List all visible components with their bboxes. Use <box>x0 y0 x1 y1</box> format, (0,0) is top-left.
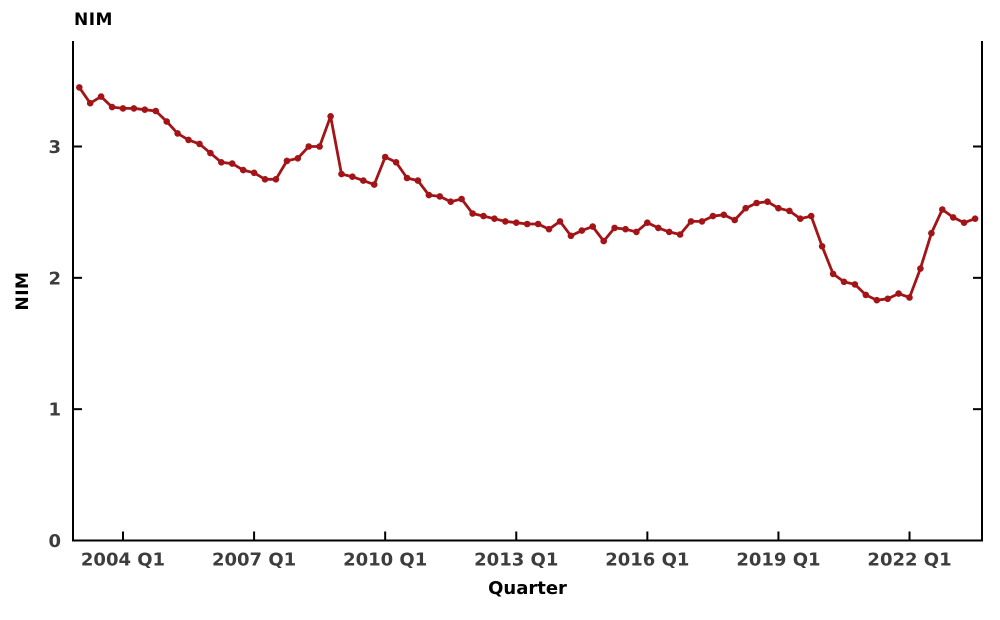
data-point <box>578 227 586 234</box>
data-point <box>97 93 105 100</box>
data-point <box>316 143 323 150</box>
data-point <box>753 199 760 207</box>
data-point <box>272 176 280 183</box>
data-point <box>840 278 848 286</box>
x-tick-label: 2010 Q1 <box>343 550 427 571</box>
x-tick-label: 2007 Q1 <box>212 550 296 571</box>
data-point <box>698 218 706 225</box>
data-point <box>775 204 782 212</box>
data-point <box>294 155 302 162</box>
x-tick-label: 2022 Q1 <box>867 550 951 571</box>
data-point <box>600 237 607 245</box>
data-point <box>381 153 389 161</box>
x-tick-label: 2013 Q1 <box>474 550 558 571</box>
data-point <box>764 198 771 205</box>
data-point <box>818 243 826 250</box>
data-point <box>436 193 444 200</box>
data-point <box>185 136 192 144</box>
data-point <box>797 215 804 222</box>
data-point <box>742 204 749 212</box>
nim-series-line <box>77 86 977 302</box>
data-point <box>349 173 356 180</box>
data-point <box>611 224 618 232</box>
data-point <box>502 218 509 225</box>
data-point <box>360 177 367 184</box>
data-point <box>513 219 520 226</box>
y-tick-label: 3 <box>48 137 61 158</box>
data-point <box>261 176 269 183</box>
data-point <box>829 270 837 278</box>
data-point <box>971 215 979 222</box>
chart-title: NIM <box>74 10 113 30</box>
data-point <box>731 216 738 224</box>
data-point <box>884 295 891 303</box>
data-point <box>218 159 225 166</box>
data-point <box>567 232 575 240</box>
data-point <box>676 231 684 238</box>
data-point <box>141 106 149 113</box>
data-point <box>720 211 728 219</box>
data-point <box>873 296 881 304</box>
data-point <box>862 291 870 299</box>
data-point <box>207 149 214 157</box>
x-tick-label: 2016 Q1 <box>605 550 689 571</box>
data-point <box>633 228 640 236</box>
data-point <box>228 160 236 167</box>
data-point <box>174 130 181 137</box>
data-point <box>108 103 116 111</box>
data-point <box>534 220 542 228</box>
data-point <box>949 214 957 221</box>
data-point <box>895 290 902 297</box>
data-point <box>130 105 138 112</box>
data-point <box>960 219 968 226</box>
data-point <box>665 228 673 236</box>
data-point <box>119 105 127 112</box>
data-point <box>644 219 651 226</box>
data-point <box>425 191 433 199</box>
data-point <box>807 212 815 220</box>
data-point <box>76 84 83 91</box>
data-point <box>327 113 334 120</box>
data-point <box>152 107 160 115</box>
data-point <box>655 224 662 232</box>
data-point <box>392 159 400 166</box>
x-tick-label: 2004 Q1 <box>81 550 165 571</box>
data-point <box>906 294 913 301</box>
data-point <box>491 215 498 222</box>
data-point <box>458 195 465 203</box>
y-tick-label: 1 <box>48 400 61 421</box>
data-point <box>403 174 411 182</box>
y-tick-label: 0 <box>48 531 61 552</box>
data-point <box>196 140 203 148</box>
data-point <box>589 223 596 230</box>
data-point <box>523 220 531 228</box>
data-point <box>239 166 247 174</box>
data-point <box>917 265 924 272</box>
data-point <box>556 218 564 225</box>
data-point <box>709 212 717 220</box>
data-point <box>469 210 476 217</box>
x-tick-label: 2019 Q1 <box>736 550 820 571</box>
x-axis-title: Quarter <box>488 578 567 599</box>
data-point <box>851 281 859 288</box>
data-point <box>250 169 258 177</box>
data-point <box>414 177 422 184</box>
data-point <box>786 207 793 215</box>
data-point <box>86 99 94 107</box>
data-point <box>687 218 695 225</box>
data-point <box>939 206 946 213</box>
data-point <box>928 229 935 237</box>
data-point <box>163 118 170 125</box>
data-point <box>283 157 291 165</box>
data-point <box>305 143 313 150</box>
data-point <box>622 225 629 233</box>
data-point <box>480 212 487 220</box>
data-point <box>338 170 345 178</box>
data-point <box>545 225 553 233</box>
y-tick-label: 2 <box>48 268 61 289</box>
data-point <box>447 198 455 205</box>
data-point <box>370 181 378 188</box>
